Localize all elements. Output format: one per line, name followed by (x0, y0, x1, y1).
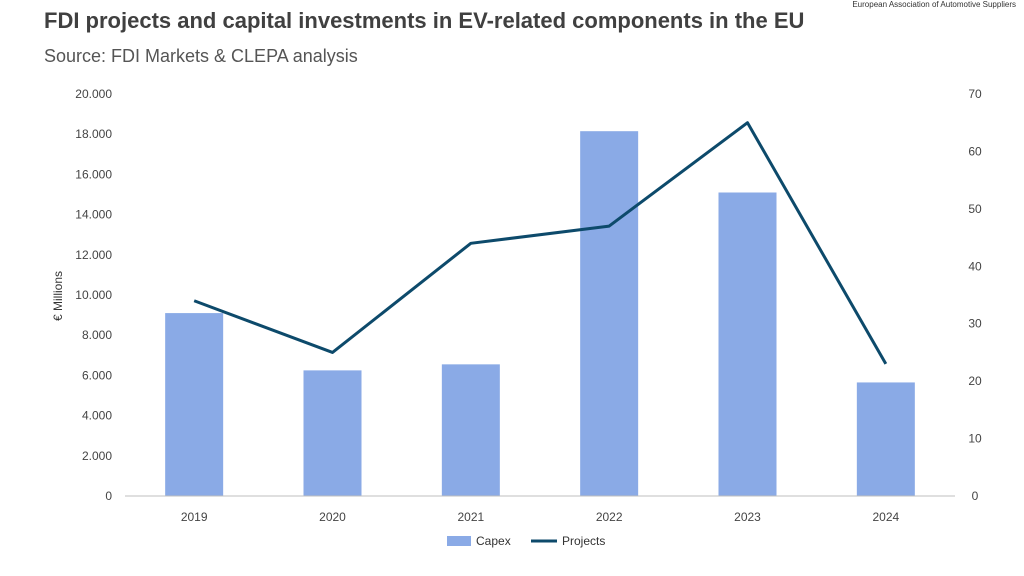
projects-line-group (193, 121, 888, 365)
y-tick-label: 0 (105, 489, 112, 503)
capex-bar (580, 131, 639, 496)
y-tick-label: 6.000 (82, 368, 112, 382)
y-tick-label: 18.000 (75, 127, 112, 141)
capex-bars (165, 131, 915, 497)
chart-title: FDI projects and capital investments in … (44, 8, 805, 33)
capex-bar (165, 313, 224, 496)
legend-projects-label: Projects (562, 534, 605, 548)
capex-bar (303, 370, 362, 496)
x-tick-label: 2019 (181, 510, 208, 524)
x-tick-label: 2022 (596, 510, 623, 524)
y2-tick-label: 40 (968, 259, 982, 273)
x-tick-label: 2024 (872, 510, 899, 524)
y-tick-label: 2.000 (82, 449, 112, 463)
capex-bar (856, 382, 915, 496)
legend: Capex Projects (447, 534, 605, 548)
y2-tick-label: 60 (968, 144, 982, 158)
capex-bar (718, 192, 777, 497)
chart-subtitle: Source: FDI Markets & CLEPA analysis (44, 46, 358, 66)
organization-name: European Association of Automotive Suppl… (852, 0, 1016, 9)
y-axis-label: € Millions (51, 271, 65, 321)
x-tick-label: 2020 (319, 510, 346, 524)
y2-tick-label: 70 (968, 87, 982, 101)
x-axis-ticks: 2019 2020 2021 2022 2023 2024 (181, 510, 900, 524)
left-axis-ticks: 0 2.000 4.000 6.000 8.000 10.000 12.000 14.000 1… (75, 87, 112, 503)
y-tick-label: 4.000 (82, 409, 112, 423)
y-tick-label: 10.000 (75, 288, 112, 302)
y2-tick-label: 50 (968, 202, 982, 216)
capex-bar (441, 364, 500, 496)
y2-tick-label: 20 (968, 374, 982, 388)
legend-capex-swatch (447, 536, 471, 546)
projects-line (193, 121, 888, 365)
y-tick-label: 20.000 (75, 87, 112, 101)
y-tick-label: 16.000 (75, 167, 112, 181)
y-tick-label: 14.000 (75, 208, 112, 222)
y2-tick-label: 10 (968, 432, 982, 446)
y2-tick-label: 30 (968, 317, 982, 331)
y-tick-label: 12.000 (75, 248, 112, 262)
legend-capex-label: Capex (476, 534, 511, 548)
right-axis-ticks: 0 10 20 30 40 50 60 70 (968, 87, 982, 503)
x-tick-label: 2023 (734, 510, 761, 524)
x-tick-label: 2021 (457, 510, 484, 524)
y2-tick-label: 0 (972, 489, 979, 503)
y-tick-label: 8.000 (82, 328, 112, 342)
